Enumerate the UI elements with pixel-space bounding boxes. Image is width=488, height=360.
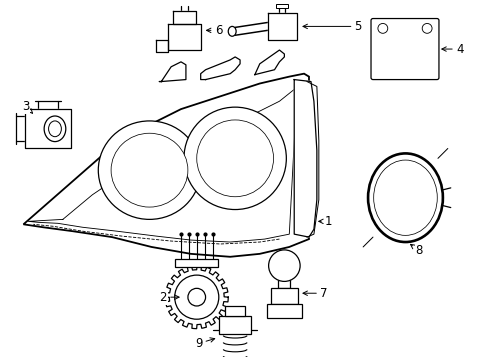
- Polygon shape: [267, 13, 297, 40]
- FancyBboxPatch shape: [175, 259, 218, 267]
- FancyBboxPatch shape: [225, 306, 244, 316]
- Text: 3: 3: [21, 100, 33, 113]
- Ellipse shape: [48, 121, 61, 137]
- Ellipse shape: [373, 160, 436, 235]
- Polygon shape: [168, 24, 200, 50]
- Polygon shape: [156, 40, 168, 52]
- FancyBboxPatch shape: [270, 288, 298, 304]
- Text: 4: 4: [441, 42, 463, 55]
- Text: 9: 9: [195, 337, 214, 350]
- FancyBboxPatch shape: [219, 316, 250, 334]
- Polygon shape: [173, 11, 195, 24]
- Polygon shape: [165, 266, 228, 329]
- Polygon shape: [254, 50, 284, 75]
- Ellipse shape: [228, 26, 236, 36]
- Text: 5: 5: [303, 20, 361, 33]
- Polygon shape: [25, 109, 71, 148]
- Ellipse shape: [367, 153, 442, 242]
- Ellipse shape: [98, 121, 200, 219]
- Circle shape: [174, 275, 218, 319]
- Circle shape: [377, 23, 387, 33]
- FancyBboxPatch shape: [276, 4, 288, 8]
- Polygon shape: [200, 57, 240, 80]
- Circle shape: [421, 23, 431, 33]
- Ellipse shape: [44, 116, 66, 141]
- Circle shape: [268, 250, 300, 282]
- Polygon shape: [159, 62, 185, 82]
- Text: 8: 8: [410, 244, 422, 257]
- Text: 6: 6: [206, 24, 222, 37]
- Ellipse shape: [111, 133, 187, 207]
- Ellipse shape: [196, 120, 273, 197]
- Ellipse shape: [183, 107, 286, 210]
- Polygon shape: [23, 74, 308, 257]
- FancyBboxPatch shape: [266, 304, 302, 318]
- Circle shape: [187, 288, 205, 306]
- Polygon shape: [294, 80, 316, 237]
- Text: 1: 1: [318, 215, 332, 228]
- Text: 7: 7: [303, 287, 327, 300]
- Text: 2: 2: [159, 291, 179, 304]
- FancyBboxPatch shape: [370, 18, 438, 80]
